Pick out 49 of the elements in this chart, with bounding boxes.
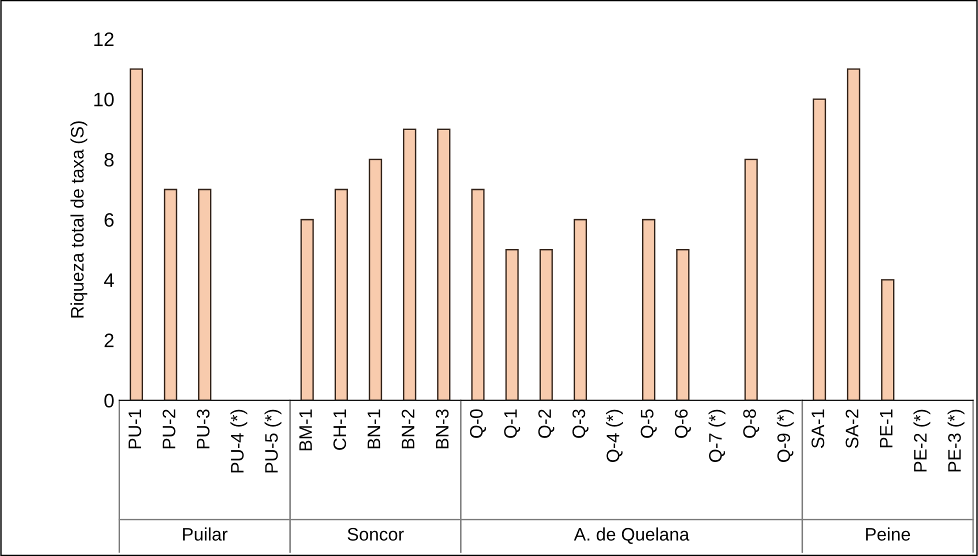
bar: [574, 218, 588, 400]
x-tick-label: Q-9 (*): [776, 410, 794, 462]
x-tick-label: Q-8: [743, 409, 760, 438]
x-tick-label: BN-1: [368, 410, 380, 448]
x-tick-label: SA-1: [811, 410, 824, 448]
x-tick-label: BN-3: [436, 409, 449, 448]
y-tick-label: 2: [104, 334, 114, 348]
x-tick-label: PU-2: [162, 410, 176, 448]
x-tick-label: Q-2: [538, 410, 554, 438]
x-tick-label: PU-3: [196, 409, 210, 448]
x-tick-label: Q-4 (*): [606, 410, 623, 462]
bar: [676, 249, 690, 400]
bar: [471, 188, 485, 400]
x-tick-label: BM-1: [299, 410, 312, 450]
x-tick-label: PU-1: [128, 410, 142, 448]
x-tick-label: Q-5: [640, 409, 657, 438]
x-tick-label: Q-7 (*): [708, 410, 726, 462]
y-tick-label: 6: [104, 213, 114, 227]
bar: [540, 249, 553, 400]
bar: [642, 218, 656, 400]
x-tick-label: PU-4 (*): [230, 410, 248, 472]
x-axis-title: Soncor: [348, 528, 404, 541]
y-tick-label: 0: [104, 394, 114, 408]
bar: [505, 249, 519, 400]
bar: [300, 218, 314, 400]
x-tick-label: PE-2 (*): [913, 410, 930, 472]
x-tick-label: PE-3 (*): [948, 410, 964, 472]
x-axis-title: A. de Quelana: [574, 527, 690, 544]
bar: [402, 128, 416, 400]
y-tick-label: 10: [94, 92, 114, 106]
x-tick-label: SA-2: [846, 410, 858, 448]
x-tick-label: Q-6: [674, 409, 691, 438]
y-axis-title: Riqueza total de taxa (S): [70, 121, 88, 318]
bar: [368, 158, 382, 400]
y-tick-label: 8: [104, 152, 114, 167]
bar: [744, 158, 758, 400]
bar: [334, 188, 348, 400]
x-axis-title: Peine: [866, 527, 910, 541]
y-tick-label: 12: [94, 32, 114, 46]
x-axis-title: Puilar: [183, 527, 228, 541]
x-tick-label: Q-3: [572, 409, 588, 438]
x-tick-label: Q-0: [470, 409, 486, 438]
x-tick-label: PU-5 (*): [264, 410, 282, 472]
bar: [437, 128, 450, 400]
x-tick-label: CH-1: [333, 410, 346, 450]
y-tick-label: 4: [104, 274, 114, 287]
x-tick-label: BN-2: [402, 410, 414, 448]
x-tick-label: Q-1: [504, 410, 520, 438]
x-tick-label: PE-1: [880, 410, 892, 448]
